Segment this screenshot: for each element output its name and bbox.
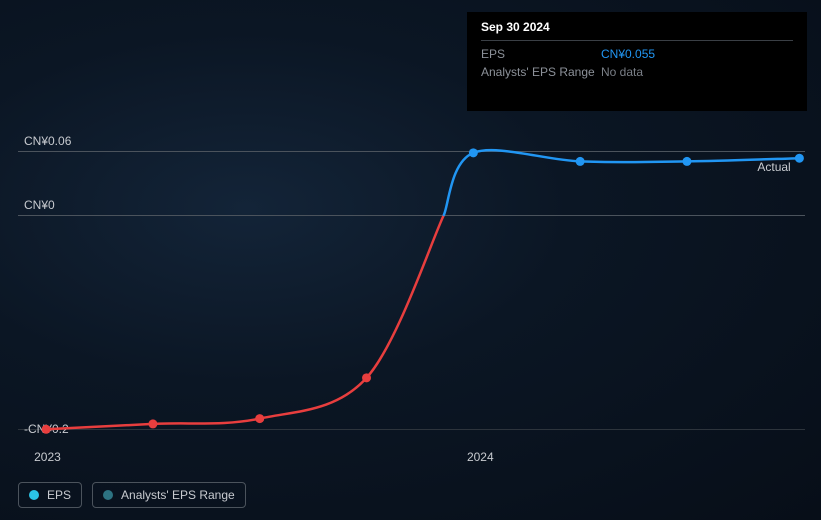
eps-marker[interactable] (255, 414, 264, 423)
tooltip-label-range: Analysts' EPS Range (481, 65, 601, 79)
legend-label-range: Analysts' EPS Range (121, 488, 235, 502)
eps-marker[interactable] (469, 148, 478, 157)
eps-line-positive (444, 150, 800, 215)
chart-tooltip: Sep 30 2024 EPS CN¥0.055 Analysts' EPS R… (467, 12, 807, 111)
eps-line-negative (46, 215, 444, 429)
x-tick-2024: 2024 (467, 450, 494, 464)
eps-markers (42, 148, 804, 433)
legend-label-eps: EPS (47, 488, 71, 502)
tooltip-date: Sep 30 2024 (481, 20, 793, 41)
plot-area (18, 140, 805, 440)
tooltip-row-eps: EPS CN¥0.055 (481, 45, 793, 63)
eps-chart: CN¥0.06 CN¥0 -CN¥0.2 Actual 2023 2024 Se… (0, 0, 821, 520)
eps-marker[interactable] (362, 373, 371, 382)
legend-item-range[interactable]: Analysts' EPS Range (92, 482, 246, 508)
legend-swatch-range (103, 490, 113, 500)
tooltip-label-eps: EPS (481, 47, 601, 61)
eps-marker[interactable] (682, 157, 691, 166)
x-tick-2023: 2023 (34, 450, 61, 464)
tooltip-row-range: Analysts' EPS Range No data (481, 63, 793, 81)
tooltip-value-range: No data (601, 65, 793, 79)
actual-label: Actual (757, 160, 790, 174)
legend-item-eps[interactable]: EPS (18, 482, 82, 508)
eps-marker[interactable] (795, 154, 804, 163)
chart-legend: EPS Analysts' EPS Range (18, 482, 246, 508)
legend-swatch-eps (29, 490, 39, 500)
tooltip-value-eps: CN¥0.055 (601, 47, 793, 61)
eps-marker[interactable] (148, 419, 157, 428)
eps-marker[interactable] (576, 157, 585, 166)
eps-marker[interactable] (42, 425, 51, 434)
